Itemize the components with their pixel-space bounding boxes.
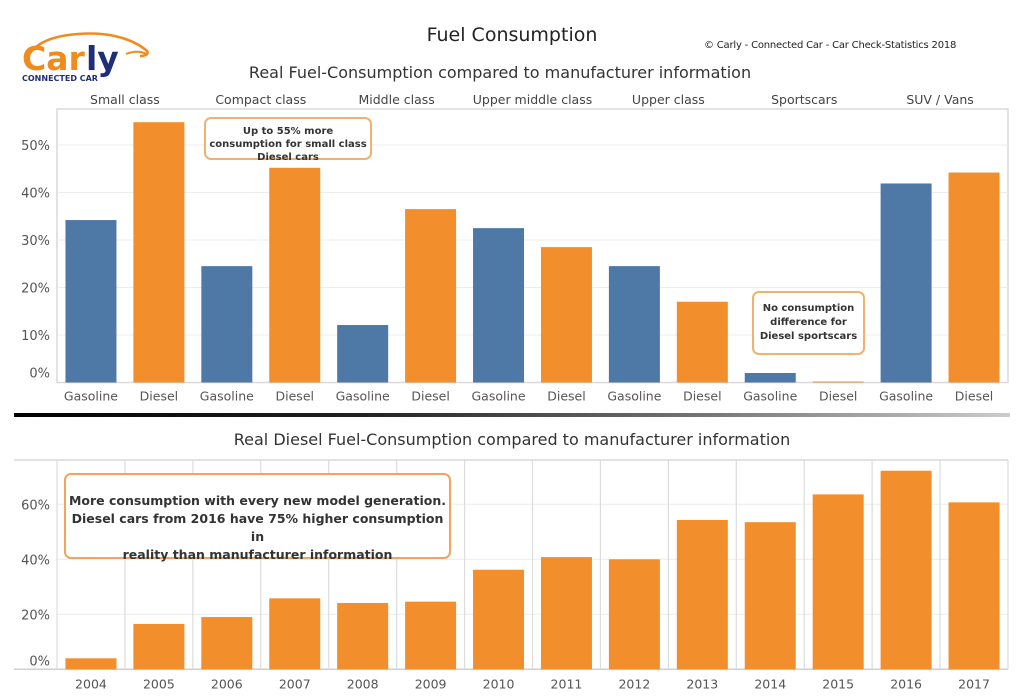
group-header: Sportscars xyxy=(771,92,837,107)
logo-word-car: Car xyxy=(22,39,85,78)
bar-diesel-year xyxy=(269,598,321,670)
x-tick-label: 2012 xyxy=(618,676,650,691)
bottom-chart: 0% 20% 40% 60% 2004 2005 2006 2007 2008 2009 2010… xyxy=(14,459,1009,691)
bar-gasoline xyxy=(65,220,117,383)
x-tick-label: 2009 xyxy=(415,676,447,691)
bar-diesel-year xyxy=(133,623,185,670)
y-tick-label: 0% xyxy=(29,654,50,669)
bar-diesel-year xyxy=(744,522,796,670)
x-tick-label: 2010 xyxy=(483,676,515,691)
bar-gasoline xyxy=(880,183,932,383)
y-tick-label: 10% xyxy=(21,329,50,344)
x-tick-label: Diesel xyxy=(276,389,314,404)
y-tick-label: 30% xyxy=(21,234,50,249)
x-tick-label: 2006 xyxy=(211,676,243,691)
x-tick-label: 2011 xyxy=(551,676,583,691)
bar-diesel-year xyxy=(676,519,728,670)
bar-gasoline xyxy=(608,266,660,383)
y-tick-label: 60% xyxy=(21,498,50,513)
x-tick-label: 2014 xyxy=(754,676,786,691)
y-tick-label: 20% xyxy=(21,282,50,297)
y-tick-label: 50% xyxy=(21,139,50,154)
bar-diesel-year xyxy=(812,494,864,670)
bar-diesel xyxy=(540,247,592,383)
x-tick-label: 2015 xyxy=(822,676,854,691)
x-tick-label: Diesel xyxy=(683,389,721,404)
logo-tagline: CONNECTED CAR xyxy=(22,74,98,83)
annotation-sportscars-diesel: No consumption difference for Diesel spo… xyxy=(752,291,865,355)
annotation-model-generation: More consumption with every new model ge… xyxy=(64,473,451,562)
carly-logo: Car ly CONNECTED CAR xyxy=(18,26,158,84)
group-header: Compact class xyxy=(215,92,306,107)
x-tick-label: Gasoline xyxy=(336,389,390,404)
bar-gasoline xyxy=(201,266,253,383)
x-tick-label: Gasoline xyxy=(64,389,118,404)
x-tick-label: Gasoline xyxy=(200,389,254,404)
plot-frame xyxy=(56,108,1009,384)
annotation-small-class-diesel: Up to 55% more consumption for small cla… xyxy=(204,117,372,163)
y-tick-label: 0% xyxy=(29,367,50,382)
y-tick-label: 20% xyxy=(21,608,50,623)
group-header: Upper middle class xyxy=(473,92,593,107)
bar-diesel-year xyxy=(880,470,932,670)
top-chart-title: Real Fuel-Consumption compared to manufa… xyxy=(248,63,752,82)
bar-diesel xyxy=(812,381,864,383)
x-tick-label: Gasoline xyxy=(607,389,661,404)
bar-diesel xyxy=(676,301,728,383)
x-tick-label: 2008 xyxy=(347,676,379,691)
x-tick-label: Diesel xyxy=(547,389,585,404)
logo-word-ly: ly xyxy=(86,39,119,78)
bar-gasoline xyxy=(744,373,796,383)
bar-diesel-year xyxy=(948,502,1000,670)
copyright-note: © Carly - Connected Car - Car Check-Stat… xyxy=(704,40,957,51)
section-divider xyxy=(14,413,1010,417)
group-header: Upper class xyxy=(632,92,705,107)
x-tick-label: 2007 xyxy=(279,676,311,691)
bar-gasoline xyxy=(473,228,525,383)
bar-diesel-year xyxy=(540,557,592,670)
y-tick-label: 40% xyxy=(21,187,50,202)
x-tick-label: 2017 xyxy=(958,676,990,691)
bottom-chart-title: Real Diesel Fuel-Consumption compared to… xyxy=(233,430,791,449)
bar-diesel xyxy=(948,172,1000,383)
bar-diesel-year xyxy=(405,601,457,670)
bar-diesel-year xyxy=(608,559,660,670)
dashboard-title: Fuel Consumption xyxy=(426,24,598,46)
bar-gasoline xyxy=(337,325,389,383)
x-tick-label: Diesel xyxy=(411,389,449,404)
bar-diesel-year xyxy=(473,569,525,670)
top-chart: Small class Compact class Middle class Uppe… xyxy=(21,92,1009,404)
x-tick-label: Gasoline xyxy=(879,389,933,404)
x-tick-label: 2013 xyxy=(686,676,718,691)
x-tick-label: 2016 xyxy=(890,676,922,691)
y-tick-label: 40% xyxy=(21,553,50,568)
bar-diesel xyxy=(405,209,457,383)
bar-diesel xyxy=(269,167,321,383)
x-tick-label: Gasoline xyxy=(471,389,525,404)
bar-diesel-year xyxy=(201,617,253,670)
x-tick-label: Diesel xyxy=(819,389,857,404)
group-header: SUV / Vans xyxy=(906,92,973,107)
x-tick-label: 2004 xyxy=(75,676,107,691)
x-tick-label: Gasoline xyxy=(743,389,797,404)
x-tick-label: 2005 xyxy=(143,676,175,691)
bar-diesel xyxy=(133,122,185,383)
bar-diesel-year xyxy=(337,603,389,670)
group-header: Small class xyxy=(90,92,160,107)
bar-diesel-year xyxy=(65,658,117,670)
group-header: Middle class xyxy=(358,92,434,107)
x-tick-label: Diesel xyxy=(140,389,178,404)
x-tick-label: Diesel xyxy=(955,389,993,404)
annotation-line-3: reality than manufacturer information xyxy=(122,547,393,562)
annotation-line-1: More consumption with every new model ge… xyxy=(68,493,446,508)
annotation-line-2: Diesel cars from 2016 have 75% higher co… xyxy=(71,511,444,544)
